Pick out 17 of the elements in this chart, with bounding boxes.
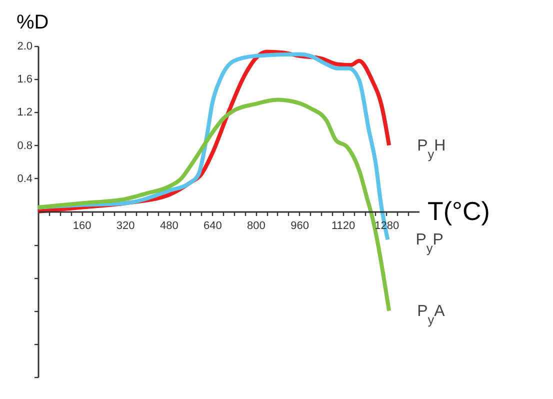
x-tick-label: 320 xyxy=(116,220,135,232)
y-tick-label: 0.4 xyxy=(17,172,32,185)
series-label: P$_{y}$H xyxy=(417,137,446,161)
y-tick-label: 1.2 xyxy=(17,106,32,119)
x-axis-title: T(°C) xyxy=(428,196,490,226)
y-axis-title: %D xyxy=(16,12,49,34)
x-tick-label: 800 xyxy=(247,220,266,232)
x-tick-label: 640 xyxy=(203,220,222,232)
y-tick-label: 0.8 xyxy=(17,140,32,152)
x-tick-label: 480 xyxy=(160,220,178,232)
x-tick-label: 1120 xyxy=(331,220,356,232)
x-tick-label: 960 xyxy=(290,220,309,232)
x-tick-label: 160 xyxy=(72,220,92,232)
series-label: P$_{y}$A xyxy=(417,302,446,326)
series-label: P$_{y}$P xyxy=(416,232,444,256)
y-tick-label: 1.6 xyxy=(17,74,32,86)
y-tick-label: 2.0 xyxy=(17,40,32,52)
